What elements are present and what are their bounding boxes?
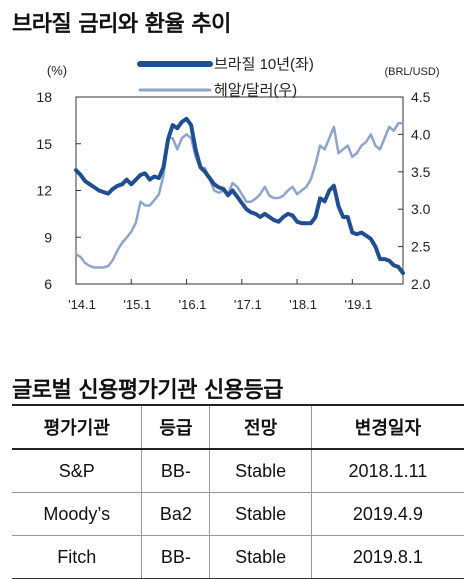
table-row: Fitch BB- Stable 2019.8.1 [12,535,464,579]
x-axis-tick-label: '16.1 [179,297,207,312]
series-line-brl-usd [74,121,405,269]
table-title: 글로벌 신용평가기관 신용등급 [12,378,283,403]
cell-rating: BB- [141,449,210,493]
legend-label-brazil-10y: 브라질 10년(좌) [214,56,314,73]
left-axis-tick-label: 15 [36,136,52,152]
left-axis-tick-label: 18 [36,89,52,105]
right-axis-tick-label: 2.0 [411,276,431,292]
header-agency: 평가기관 [43,418,110,439]
cell-agency: S&P [12,449,142,493]
right-axis-tick-label: 2.5 [411,239,431,255]
x-axis-tick-label: '14.1 [68,297,96,312]
table-row: Moody’s Ba2 Stable 2019.4.9 [12,492,464,536]
right-axis-unit: (BRL/USD) [384,66,439,78]
cell-outlook: Stable [209,535,312,579]
left-axis-tick-label: 6 [44,276,52,292]
header-rating: 등급 [141,405,210,449]
left-axis-tick-label: 9 [44,229,52,245]
left-axis-unit: (%) [47,63,67,78]
right-axis-tick-label: 4.5 [411,89,431,105]
chart-title: 브라질 금리와 환율 추이 [12,12,231,37]
right-axis-tick-label: 3.0 [411,201,431,217]
cell-agency: Fitch [12,535,142,579]
chart-area: 18 15 12 9 6 4.5 4.0 3.5 3.0 2.5 2.0 '14.1 '15.1 '16.… [36,56,439,312]
right-axis-tick-label: 4.0 [411,126,431,142]
table-row: S&P BB- Stable 2018.1.11 [12,449,464,493]
cell-rating: Ba2 [141,492,210,536]
cell-outlook: Stable [209,449,312,493]
cell-change-date: 2018.1.11 [310,449,464,493]
left-axis-tick-label: 12 [36,183,52,199]
cell-agency: Moody’s [12,492,142,536]
series-line-brazil-10y [74,116,405,276]
x-axis-tick-label: '19.1 [344,297,372,312]
table-header-row: 평가기관 등급 전망 변경일자 [12,405,464,449]
x-axis-tick-label: '18.1 [289,297,317,312]
cell-change-date: 2019.4.9 [310,492,464,536]
header-outlook: 전망 [209,405,312,449]
line-chart: 18 15 12 9 6 4.5 4.0 3.5 3.0 2.5 2.0 '14.1 '15.1 '16.… [36,56,439,312]
right-axis-tick-label: 3.5 [411,164,431,180]
cell-change-date: 2019.8.1 [310,535,464,579]
credit-rating-table: 평가기관 등급 전망 변경일자 S&P BB- Stable 2018.1.11… [12,404,464,579]
x-axis-tick-label: '17.1 [234,297,262,312]
legend-label-brl-usd: 헤알/달러(우) [214,82,297,99]
cell-rating: BB- [141,535,210,579]
cell-outlook: Stable [209,492,312,536]
x-axis-tick-label: '15.1 [123,297,151,312]
header-change-date: 변경일자 [310,405,464,449]
